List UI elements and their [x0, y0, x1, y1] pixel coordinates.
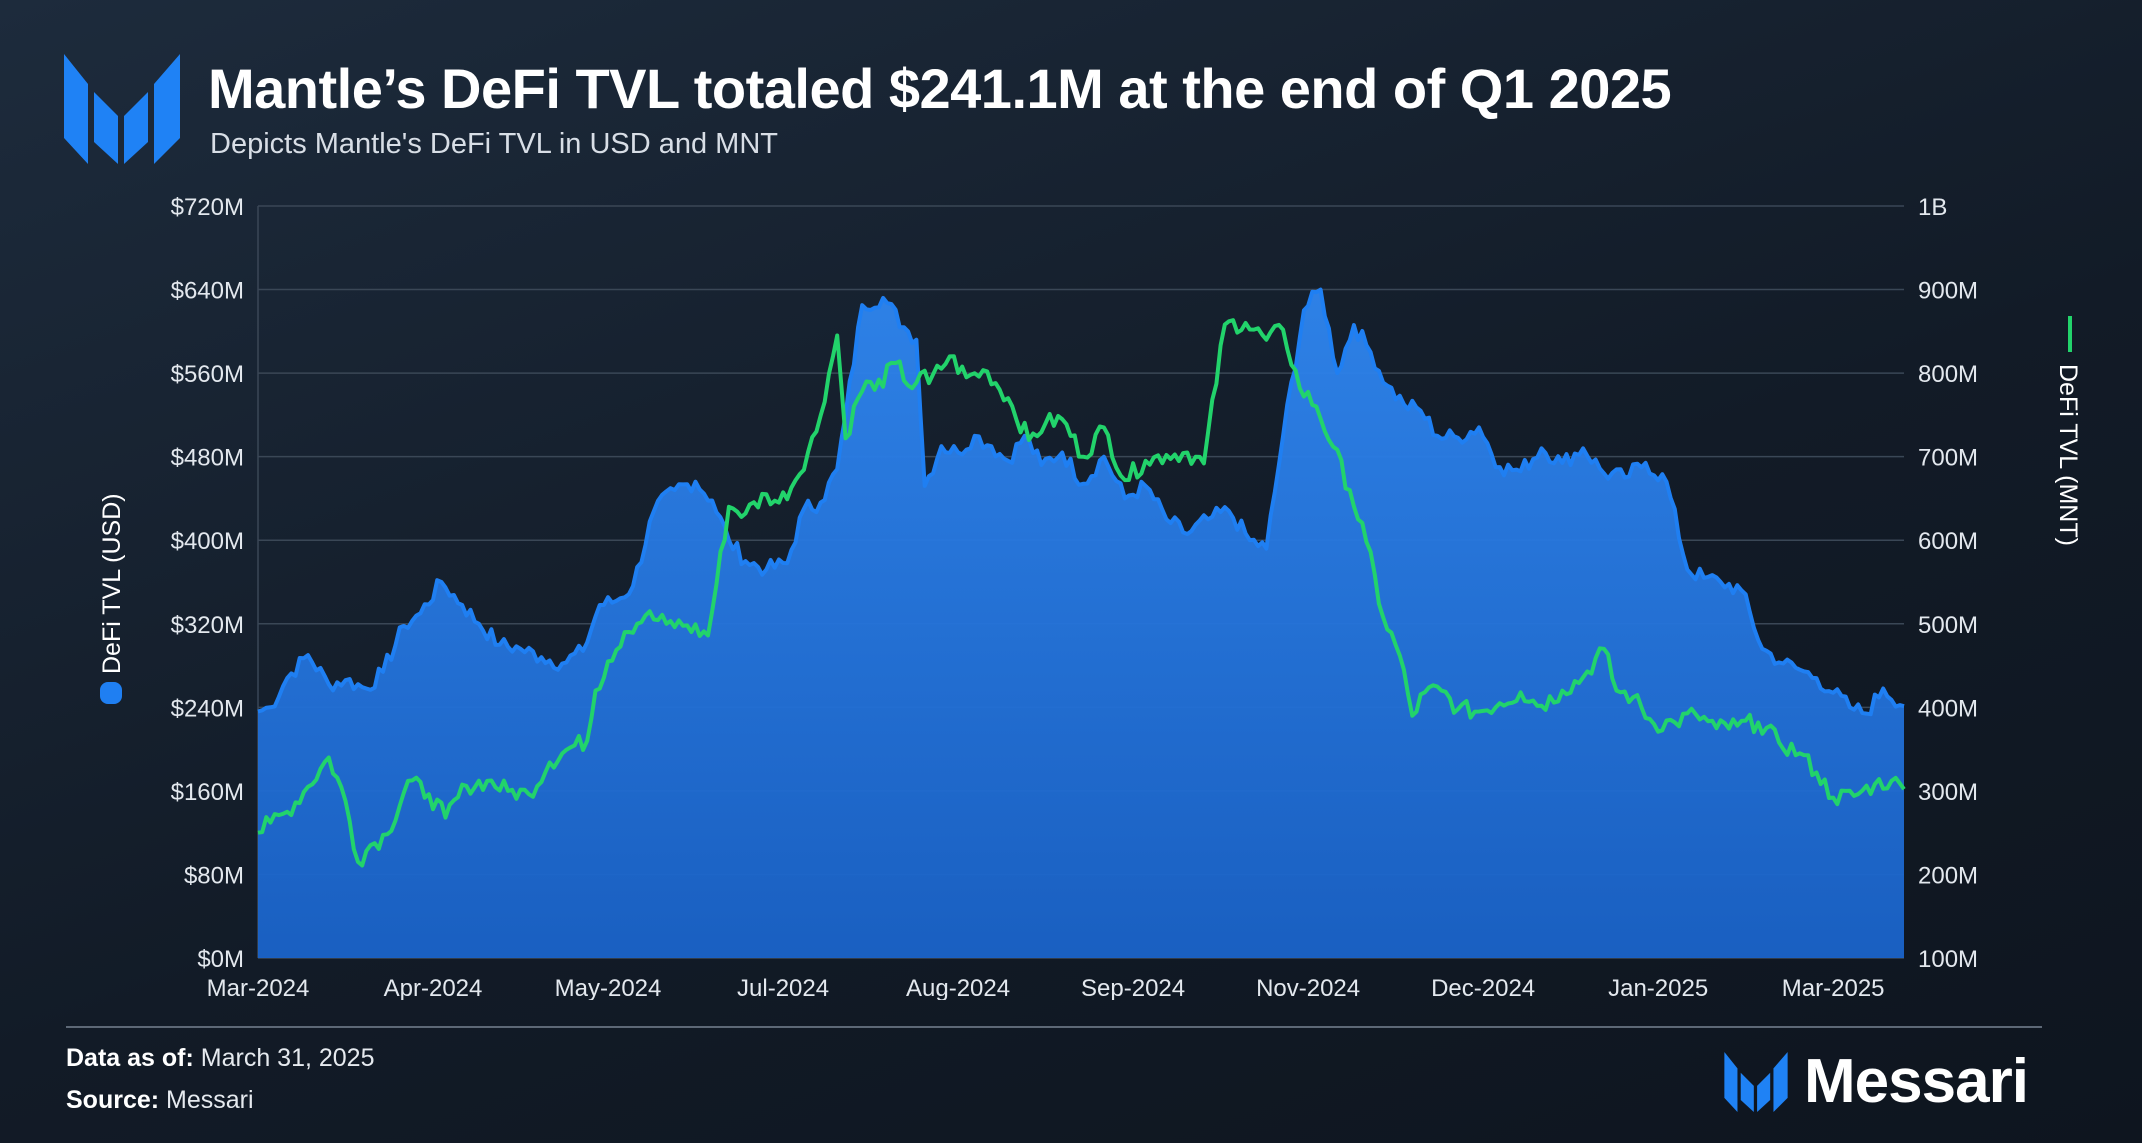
y-left-tick-label: $560M [171, 361, 244, 388]
chart-subtitle: Depicts Mantle's DeFi TVL in USD and MNT [210, 128, 778, 160]
y-left-tick-label: $0M [197, 946, 244, 973]
y-right-tick-label: 800M [1918, 361, 1978, 388]
x-tick-label: Aug-2024 [906, 975, 1010, 1000]
y-left-axis-title: DeFi TVL (USD) [98, 493, 126, 704]
source-line: Source: Messari [66, 1086, 254, 1115]
x-tick-label: Dec-2024 [1431, 975, 1535, 1000]
y-left-tick-label: $480M [171, 445, 244, 472]
mnt-legend-swatch [2068, 316, 2072, 352]
source-value: Messari [166, 1086, 254, 1114]
tvl-chart: $0M 100M $80M 200M $160M 300M $240M 400M $320M 50… [98, 194, 2082, 1000]
y-right-axis-title: DeFi TVL (MNT) [2054, 316, 2082, 546]
y-left-tick-label: $320M [171, 612, 244, 639]
series-layer [257, 287, 1906, 959]
y-right-tick-label: 200M [1918, 862, 1978, 889]
x-tick-label: Mar-2025 [1782, 975, 1885, 1000]
y-left-axis-label: DeFi TVL (USD) [98, 493, 126, 674]
chart-title: Mantle’s DeFi TVL totaled $241.1M at the… [208, 57, 1672, 120]
brand-lockup: Messari [1724, 1046, 2029, 1117]
brand-name: Messari [1804, 1047, 2029, 1116]
usd-legend-swatch [100, 682, 122, 704]
usd-tvl-area [258, 289, 1904, 959]
mnt-tvl-line [257, 318, 1906, 868]
x-tick-label: May-2024 [555, 975, 662, 1000]
x-tick-label: Sep-2024 [1081, 975, 1185, 1000]
y-left-tick-label: $720M [171, 194, 244, 221]
usd-tvl-line [257, 287, 1905, 717]
data-as-of-value: March 31, 2025 [200, 1044, 375, 1072]
x-tick-label: Jan-2025 [1608, 975, 1708, 1000]
x-tick-label: Jul-2024 [737, 975, 829, 1000]
y-left-tick-label: $400M [171, 528, 244, 555]
y-right-tick-label: 100M [1918, 946, 1978, 973]
x-tick-label: Nov-2024 [1256, 975, 1360, 1000]
messari-logo-icon [64, 54, 180, 164]
messari-logo-icon [1724, 1051, 1788, 1112]
data-as-of-label: Data as of: [66, 1044, 194, 1072]
y-left-tick-label: $80M [184, 862, 244, 889]
y-right-tick-label: 300M [1918, 779, 1978, 806]
source-label: Source: [66, 1086, 160, 1114]
y-right-axis-label: DeFi TVL (MNT) [2054, 364, 2082, 546]
x-tick-label: Apr-2024 [384, 975, 483, 1000]
y-left-tick-label: $160M [171, 779, 244, 806]
y-right-tick-label: 500M [1918, 612, 1978, 639]
data-as-of-line: Data as of: March 31, 2025 [66, 1044, 374, 1073]
y-right-tick-label: 1B [1918, 194, 1947, 221]
y-right-tick-label: 400M [1918, 695, 1978, 722]
axes-layer: $0M 100M $80M 200M $160M 300M $240M 400M $320M 50… [98, 194, 2082, 1000]
y-right-tick-label: 600M [1918, 528, 1978, 555]
y-left-tick-label: $640M [171, 278, 244, 305]
footer-divider [66, 1026, 2042, 1028]
y-left-tick-label: $240M [171, 695, 244, 722]
y-right-tick-label: 900M [1918, 278, 1978, 305]
y-right-tick-label: 700M [1918, 445, 1978, 472]
x-tick-label: Mar-2024 [207, 975, 310, 1000]
